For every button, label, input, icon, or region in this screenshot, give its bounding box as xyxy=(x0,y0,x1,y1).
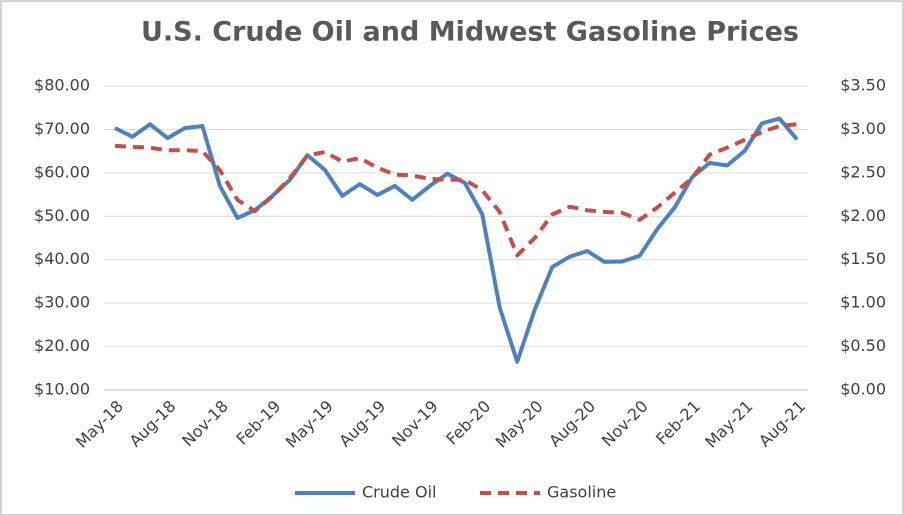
y-tick-label: $60.00 xyxy=(34,162,90,181)
series-line xyxy=(114,122,798,258)
y-tick-label: $70.00 xyxy=(34,119,90,138)
y-tick-label: $10.00 xyxy=(34,380,90,399)
y2-tick-label: $3.00 xyxy=(840,119,886,138)
y-tick-label: $30.00 xyxy=(34,293,90,312)
y2-tick-label: $3.50 xyxy=(840,76,886,95)
y2-tick-label: $2.50 xyxy=(840,162,886,181)
y2-tick-label: $0.50 xyxy=(840,336,886,355)
y2-tick-label: $1.00 xyxy=(840,293,886,312)
y2-tick-label: $0.00 xyxy=(840,380,886,399)
y2-tick-label: $1.50 xyxy=(840,249,886,268)
legend-label: Crude Oil xyxy=(362,483,436,502)
y2-tick-label: $2.00 xyxy=(840,206,886,225)
y-tick-label: $50.00 xyxy=(34,206,90,225)
y-tick-label: $20.00 xyxy=(34,336,90,355)
legend-label: Gasoline xyxy=(547,483,616,502)
y-tick-label: $40.00 xyxy=(34,249,90,268)
chart-title: U.S. Crude Oil and Midwest Gasoline Pric… xyxy=(141,17,799,48)
y-tick-label: $80.00 xyxy=(34,76,90,95)
